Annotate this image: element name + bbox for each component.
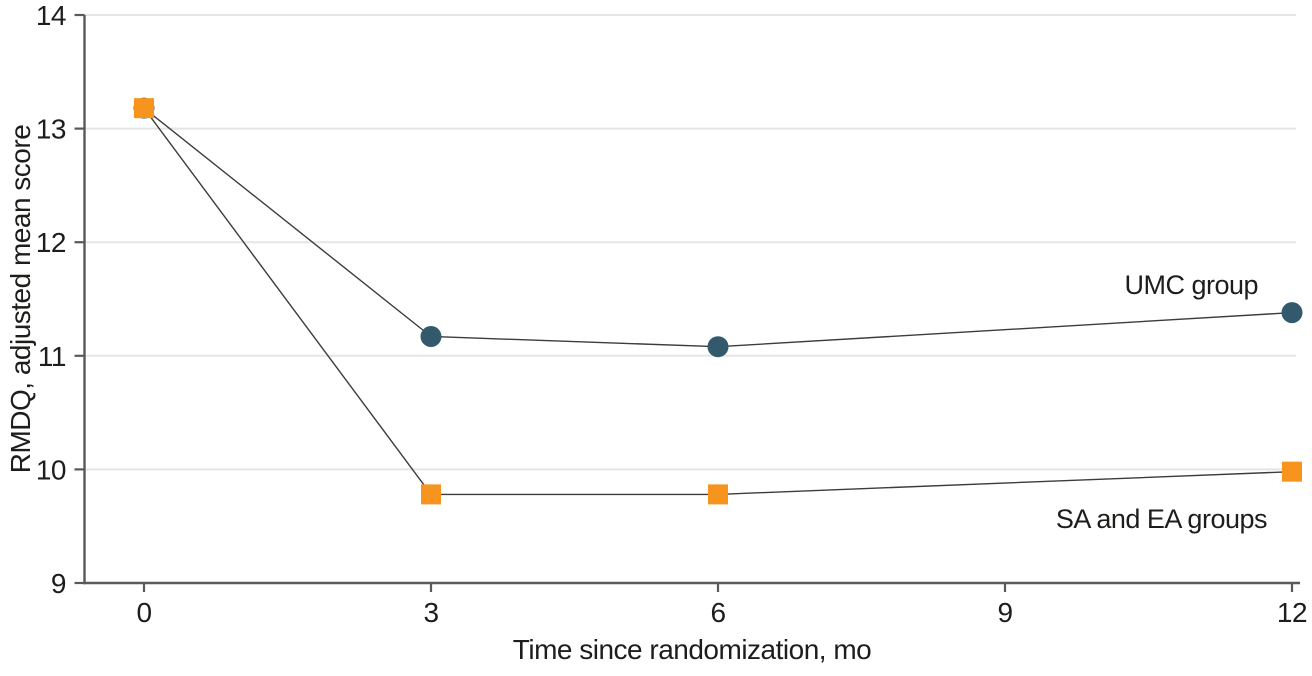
x-tick-label: 0	[136, 597, 151, 628]
y-axis-title: RMDQ, adjusted mean score	[5, 125, 36, 474]
y-tick-label: 10	[36, 454, 66, 485]
sa-and-ea-groups-label: SA and EA groups	[1056, 504, 1267, 534]
sa-and-ea-groups-series-line	[143, 107, 1293, 496]
x-tick-label: 9	[997, 597, 1012, 628]
x-tick-label: 12	[1277, 597, 1307, 628]
x-tick-label: 6	[710, 597, 725, 628]
x-axis-title: Time since randomization, mo	[513, 634, 871, 665]
y-tick-label: 13	[36, 114, 66, 145]
y-tick-label: 14	[36, 0, 66, 31]
sa-and-ea-groups-marker	[708, 484, 728, 505]
umc-group-marker	[1281, 302, 1303, 324]
sa-and-ea-groups-marker	[421, 484, 441, 505]
umc-group-series-line	[143, 107, 1293, 348]
umc-group-label: UMC group	[1124, 270, 1258, 300]
y-tick-label: 11	[38, 341, 66, 372]
umc-group-marker	[707, 336, 729, 358]
y-tick-label: 9	[51, 568, 66, 599]
sa-and-ea-groups-marker	[134, 98, 154, 119]
x-tick-label: 3	[423, 597, 438, 628]
sa-and-ea-groups-marker	[1282, 461, 1302, 482]
y-tick-label: 12	[36, 227, 66, 258]
umc-group-marker	[420, 325, 442, 347]
